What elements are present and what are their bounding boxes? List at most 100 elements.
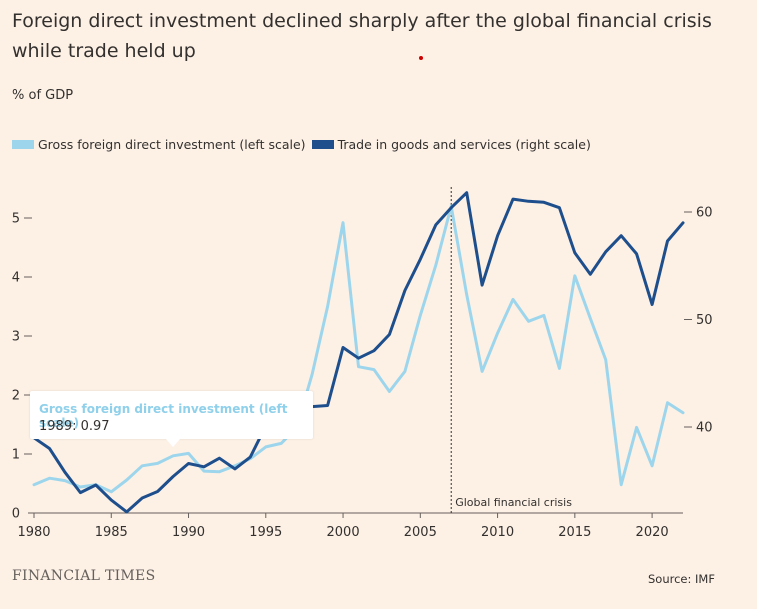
x-tick-label-1985: 1985 [95,525,128,540]
series-line-fdi [32,204,685,494]
legend-label-fdi: Gross foreign direct investment (left sc… [38,137,306,152]
data-point-fdi-1999 [326,305,328,307]
data-point-trade-2001 [357,357,359,359]
data-point-trade-1985 [110,499,112,501]
data-point-trade-2019 [635,253,637,255]
source-note: Source: IMF [648,572,715,586]
data-point-fdi-2005 [419,314,421,316]
data-point-trade-2007 [450,207,452,209]
data-point-trade-2009 [481,284,483,286]
data-point-fdi-1988 [156,462,158,464]
data-point-fdi-1991 [203,470,205,472]
series-line-trade [32,191,685,514]
data-point-fdi-2004 [404,370,406,372]
data-point-trade-1992 [218,457,220,459]
data-point-fdi-1986 [126,479,128,481]
x-tick-label-1980: 1980 [17,525,50,540]
data-point-trade-2022 [682,222,684,224]
data-point-trade-2006 [435,224,437,226]
x-tick-label-2005: 2005 [404,525,437,540]
data-point-fdi-1981 [48,477,50,479]
right-tick-label-60: 60 [696,206,713,221]
unit-label: % of GDP [12,88,74,103]
legend-swatch-fdi [12,140,34,149]
data-point-trade-2013 [543,201,545,203]
data-point-trade-2018 [620,234,622,236]
data-point-trade-2003 [388,333,390,335]
data-point-fdi-2014 [558,367,560,369]
data-point-fdi-2003 [388,390,390,392]
data-point-fdi-1989 [172,455,174,457]
data-point-fdi-2022 [682,412,684,414]
data-point-trade-2015 [574,252,576,254]
data-point-fdi-2016 [589,317,591,319]
data-point-trade-2017 [605,251,607,253]
data-point-fdi-2013 [543,314,545,316]
data-point-fdi-1982 [64,479,66,481]
tooltip-series-name: Gross foreign direct investment (left sc… [39,402,288,430]
x-tick-label-2010: 2010 [481,525,514,540]
data-point-fdi-2019 [635,426,637,428]
data-point-fdi-2017 [605,358,607,360]
brand-logo: FINANCIAL TIMES [12,568,156,584]
data-point-trade-1994 [249,456,251,458]
legend-swatch-trade [311,140,334,149]
data-point-fdi-2015 [574,275,576,277]
data-point-fdi-2018 [620,483,622,485]
legend-item-trade[interactable]: Trade in goods and services (right scale… [311,137,591,152]
data-point-fdi-1987 [141,465,143,467]
legend-label-trade: Trade in goods and services (right scale… [337,137,591,152]
data-point-fdi-2009 [481,370,483,372]
data-point-trade-2000 [342,346,344,348]
data-point-fdi-1985 [110,491,112,493]
data-point-trade-2002 [373,349,375,351]
data-point-fdi-1996 [280,442,282,444]
right-tick-label-50: 50 [696,313,713,328]
data-point-trade-2011 [512,198,514,200]
legend: Gross foreign direct investment (left sc… [12,137,597,152]
data-point-fdi-1998 [311,373,313,375]
data-point-fdi-2020 [651,465,653,467]
x-tick-label-1995: 1995 [249,525,282,540]
data-point-trade-1981 [48,447,50,449]
right-tick-label-40: 40 [696,421,713,436]
data-point-trade-1999 [326,404,328,406]
legend-item-fdi[interactable]: Gross foreign direct investment (left sc… [12,137,306,152]
x-tick-label-2015: 2015 [558,525,591,540]
data-point-trade-2008 [465,191,467,193]
left-tick-label-5: 5 [12,212,20,227]
left-tick-label-4: 4 [12,271,20,286]
data-point-trade-1991 [203,466,205,468]
data-point-fdi-1992 [218,471,220,473]
data-point-trade-2020 [651,303,653,305]
data-point-fdi-2008 [465,294,467,296]
data-point-trade-2010 [496,234,498,236]
data-point-trade-2021 [666,240,668,242]
data-point-trade-1984 [95,484,97,486]
data-point-fdi-2011 [512,298,514,300]
data-point-trade-1982 [64,471,66,473]
left-tick-label-2: 2 [12,389,20,404]
data-point-fdi-2010 [496,332,498,334]
data-point-trade-1986 [126,511,128,513]
crisis-label: Global financial crisis [455,496,572,509]
data-point-trade-1990 [187,462,189,464]
x-tick-label-2020: 2020 [636,525,669,540]
data-point-trade-2016 [589,273,591,275]
data-point-fdi-2002 [373,368,375,370]
data-point-trade-2012 [527,200,529,202]
data-point-fdi-2021 [666,401,668,403]
data-point-trade-1993 [234,468,236,470]
data-point-fdi-2012 [527,320,529,322]
data-point-trade-2004 [404,289,406,291]
data-point-fdi-2001 [357,365,359,367]
data-point-trade-2005 [419,258,421,260]
left-tick-label-1: 1 [12,448,20,463]
data-point-fdi-1983 [79,486,81,488]
data-point-trade-1988 [156,490,158,492]
tooltip: Gross foreign direct investment (left sc… [30,391,313,447]
data-point-trade-1987 [141,497,143,499]
chart-title: Foreign direct investment declined sharp… [12,10,712,62]
data-point-fdi-2006 [435,264,437,266]
